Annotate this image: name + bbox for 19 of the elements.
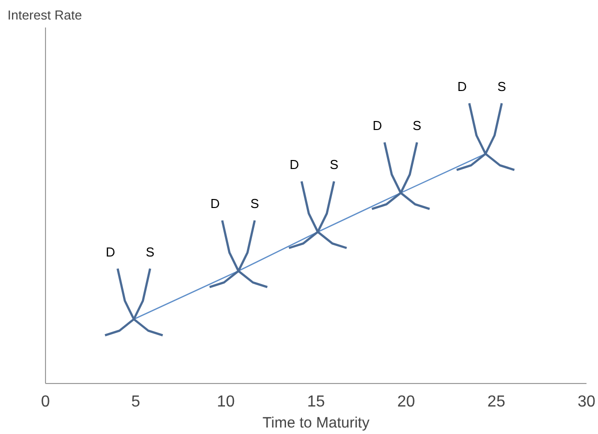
x-tick-label: 0 [41,394,50,410]
x-tick-label: 20 [397,394,416,410]
x-tick-label: 25 [487,394,506,410]
text: D [457,79,467,94]
x-tick-label: 30 [578,394,596,410]
annotation: D [210,196,220,212]
annotation: S [330,157,339,172]
x-axis-title: Time to Maturity [262,414,370,432]
text: S [412,118,422,134]
chart-title: Interest Rate [8,8,82,22]
annotation: S [146,244,155,260]
x-tick-label: 15 [307,394,325,410]
text: S [497,79,506,94]
x-tick-label: 10 [216,394,235,410]
text: D [372,118,382,134]
x-tick-label: 5 [131,394,140,410]
annotation: D [106,244,116,260]
annotation: S [250,196,260,212]
annotation: D [290,157,300,172]
